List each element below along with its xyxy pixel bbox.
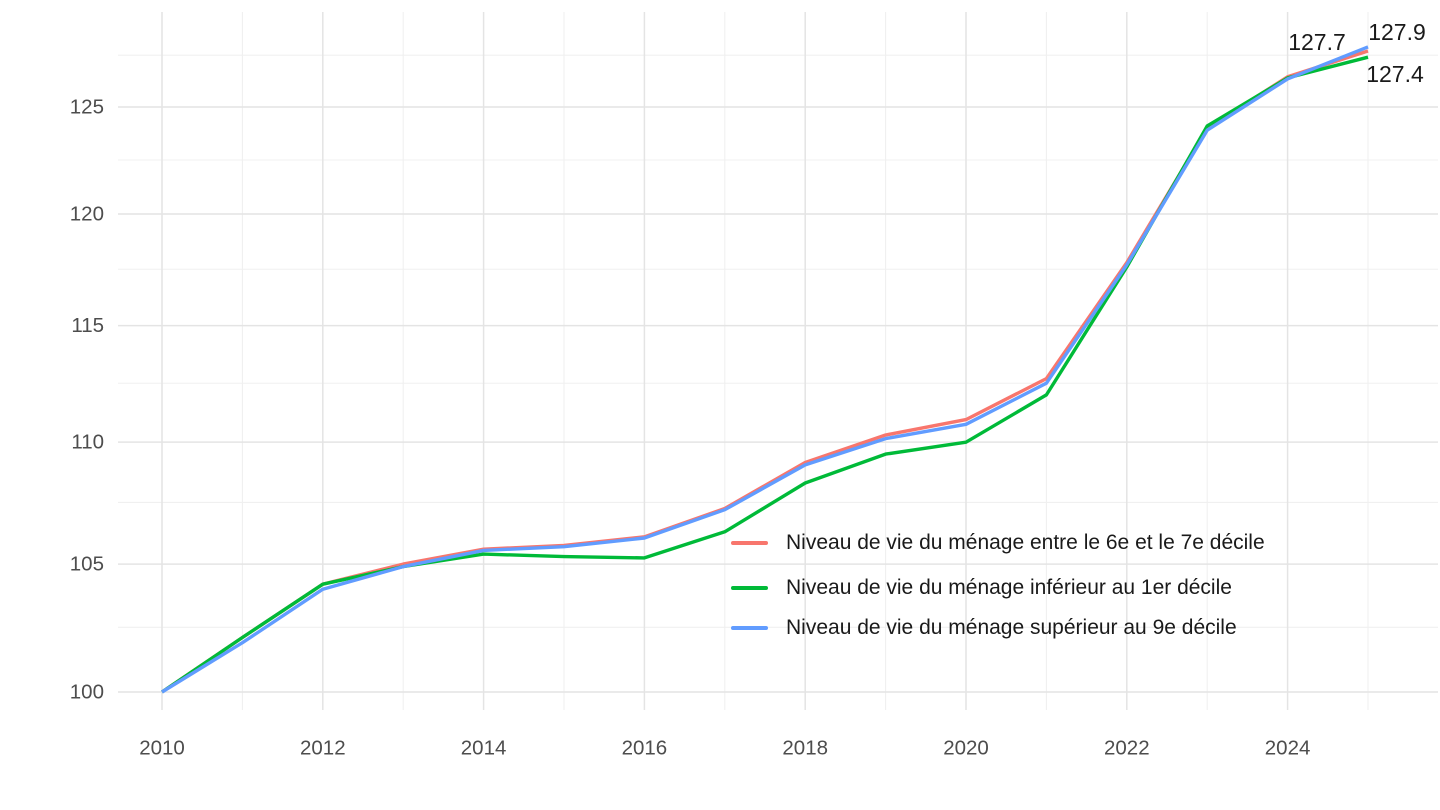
- y-tick-label: 115: [71, 314, 104, 337]
- series-end-label-1: 127.4: [1366, 61, 1424, 87]
- y-tick-label: 100: [70, 681, 104, 704]
- series-end-label-2: 127.9: [1368, 19, 1426, 45]
- x-tick-label: 2010: [139, 737, 185, 760]
- x-tick-label: 2012: [300, 737, 346, 760]
- x-tick-label: 2014: [461, 737, 507, 760]
- y-tick-label: 105: [70, 553, 104, 576]
- x-tick-label: 2018: [782, 737, 828, 760]
- series-line-2: [161, 45, 1369, 694]
- x-tick-label: 2020: [943, 737, 989, 760]
- x-tick-label: 2022: [1104, 737, 1150, 760]
- y-tick-label: 125: [70, 96, 104, 119]
- y-tick-label: 120: [70, 203, 104, 226]
- series-line-1: [161, 55, 1369, 694]
- series-end-label-0: 127.7: [1288, 29, 1346, 55]
- series-line-0: [161, 49, 1369, 694]
- x-tick-label: 2024: [1265, 737, 1311, 760]
- x-tick-label: 2016: [622, 737, 668, 760]
- y-tick-label: 110: [71, 431, 104, 454]
